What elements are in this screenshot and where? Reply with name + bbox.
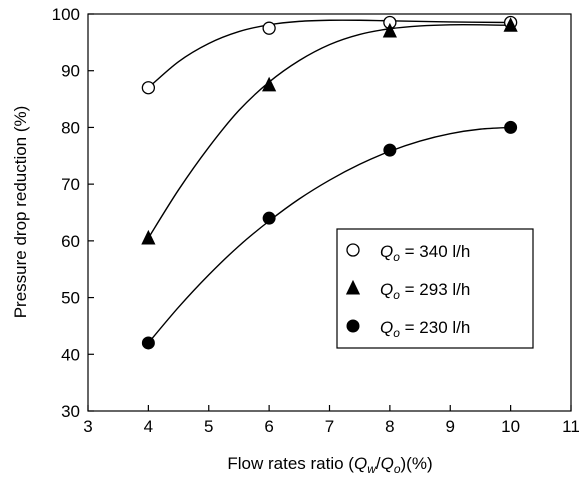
fit-curve-series-1 xyxy=(147,23,511,239)
legend-label-series-1: Qo = 293 l/h xyxy=(380,280,470,302)
plot-area: 3 4 5 6 7 8 9 10 11 30 40 50 60 70 80 90 100 xyxy=(52,5,579,436)
y-tick-label: 60 xyxy=(61,232,80,251)
y-ticks: 30 40 50 60 70 80 90 100 xyxy=(52,5,94,421)
legend-q-sub: o xyxy=(393,326,400,340)
x-axis-title-suffix: )(%) xyxy=(401,454,433,473)
plot-frame xyxy=(87,13,572,412)
data-point-series-1 xyxy=(141,229,156,245)
x-axis-title: Flow rates ratio (Qw/Qo)(%) xyxy=(227,454,432,476)
data-point-series-2 xyxy=(262,211,276,225)
y-tick-label: 70 xyxy=(61,175,80,194)
x-tick-label: 10 xyxy=(501,417,520,436)
y-tick-label: 50 xyxy=(61,289,80,308)
x-axis-title-prefix: Flow rates ratio ( xyxy=(227,454,354,473)
legend-label-series-0: Qo = 340 l/h xyxy=(380,242,470,264)
legend-q-sub: o xyxy=(393,250,400,264)
legend-marker-series-1 xyxy=(345,279,361,295)
legend-q-sub: o xyxy=(393,288,400,302)
data-point-series-1 xyxy=(382,22,397,38)
x-tick-label: 11 xyxy=(562,417,579,436)
y-tick-label: 40 xyxy=(61,345,80,364)
fit-curves xyxy=(147,19,511,344)
data-point-series-0 xyxy=(262,21,276,35)
data-point-series-2 xyxy=(141,336,155,350)
x-tick-label: 6 xyxy=(264,417,273,436)
y-tick-label: 90 xyxy=(61,62,80,81)
x-tick-label: 4 xyxy=(144,417,153,436)
legend-label-series-2: Qo = 230 l/h xyxy=(380,318,470,340)
legend-q: Q xyxy=(380,242,393,261)
legend-marker-series-0 xyxy=(346,243,360,257)
x-tick-label: 3 xyxy=(83,417,92,436)
data-point-series-0 xyxy=(141,81,156,95)
y-tick-label: 100 xyxy=(52,5,80,24)
data-point-series-1 xyxy=(262,76,277,92)
y-tick-label: 80 xyxy=(61,118,80,137)
legend-value: = 340 l/h xyxy=(400,242,470,261)
x-tick-label: 7 xyxy=(325,417,334,436)
x-ticks: 3 4 5 6 7 8 9 10 11 xyxy=(83,405,579,436)
data-markers xyxy=(141,15,518,350)
y-axis-title: Pressure drop reduction (%) xyxy=(11,106,30,319)
x-axis-title-slash: / xyxy=(376,454,381,473)
x-axis-title-q2-sub: o xyxy=(394,462,401,476)
legend-value: = 293 l/h xyxy=(400,280,470,299)
legend-marker-series-2 xyxy=(346,319,360,333)
data-point-series-2 xyxy=(383,143,397,157)
x-tick-label: 5 xyxy=(204,417,213,436)
x-axis-title-q1: Q xyxy=(354,454,367,473)
legend-value: = 230 l/h xyxy=(400,318,470,337)
data-point-series-2 xyxy=(504,120,518,134)
legend-items: Qo = 340 l/hQo = 293 l/hQo = 230 l/h xyxy=(345,242,470,340)
x-tick-label: 8 xyxy=(385,417,394,436)
legend-q: Q xyxy=(380,280,393,299)
legend: Qo = 340 l/hQo = 293 l/hQo = 230 l/h xyxy=(336,228,534,349)
data-point-series-1 xyxy=(503,17,518,32)
x-axis-title-q1-sub: w xyxy=(367,462,377,476)
fit-curve-series-2 xyxy=(147,126,511,344)
fit-curve-series-0 xyxy=(147,19,511,89)
y-tick-label: 30 xyxy=(61,402,80,421)
x-tick-label: 9 xyxy=(446,417,455,436)
x-axis-title-q2: Q xyxy=(381,454,394,473)
legend-q: Q xyxy=(380,318,393,337)
legend-box xyxy=(336,228,534,349)
